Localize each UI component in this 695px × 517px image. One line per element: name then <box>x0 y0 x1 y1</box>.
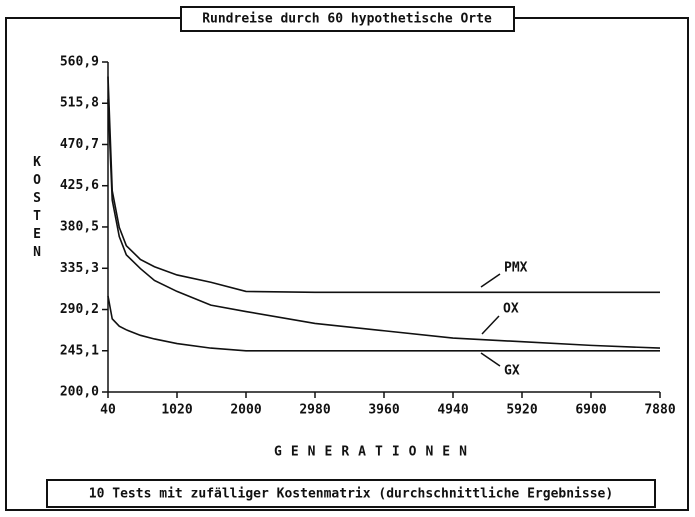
x-axis-label: GENERATIONEN <box>274 445 476 460</box>
subtitle-box <box>46 479 656 508</box>
x-tick-label: 3960 <box>368 403 399 418</box>
series-line <box>107 99 661 349</box>
y-tick-label: 470,7 <box>60 137 99 152</box>
x-tick-label: 1020 <box>161 403 192 418</box>
chart-title: Rundreise durch 60 hypothetische Orte <box>202 12 492 27</box>
y-tick-label: 515,8 <box>60 96 99 111</box>
y-tick-label: 200,0 <box>60 385 99 400</box>
x-tick-label: 2000 <box>230 403 261 418</box>
x-tick-label: 2980 <box>299 403 330 418</box>
y-tick-label: 290,2 <box>60 302 99 317</box>
arrow <box>481 315 500 335</box>
title-box <box>180 6 515 32</box>
series-label: PMX <box>504 261 528 276</box>
series-label: OX <box>503 302 519 317</box>
series-label: GX <box>504 364 520 379</box>
x-tick-label: 4940 <box>437 403 468 418</box>
series-line <box>107 295 660 352</box>
arrow <box>480 273 501 288</box>
x-tick-label: 5920 <box>506 403 537 418</box>
y-tick-label: 335,3 <box>60 261 99 276</box>
x-tick-label: 40 <box>100 403 116 418</box>
chart-subtitle: 10 Tests mit zufälliger Kostenmatrix (du… <box>89 487 613 502</box>
y-tick-label: 425,6 <box>60 178 99 193</box>
y-tick-label: 560,9 <box>60 55 99 70</box>
x-tick-label: 6900 <box>575 403 606 418</box>
y-axis-label: KOSTEN <box>30 155 45 263</box>
series-line <box>107 76 660 294</box>
arrow <box>480 352 501 367</box>
y-tick-label: 245,1 <box>60 343 99 358</box>
y-tick-label: 380,5 <box>60 219 99 234</box>
x-tick-label: 7880 <box>644 403 675 418</box>
